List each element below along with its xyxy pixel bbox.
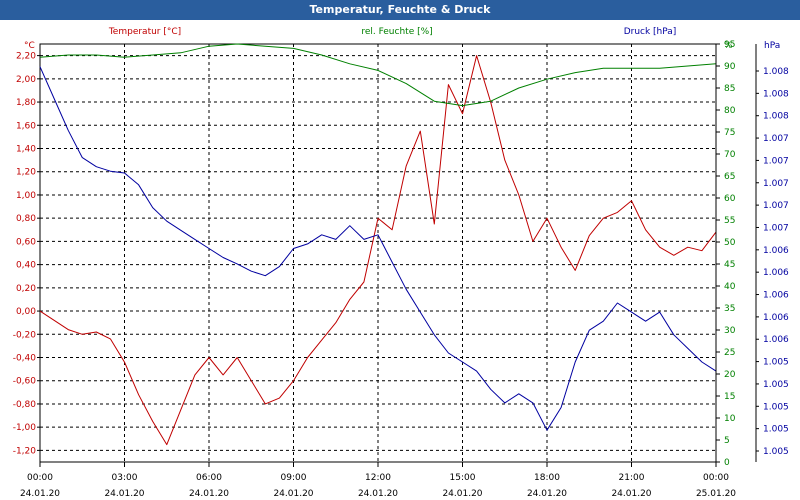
pressure-tick-label: 1.008 <box>763 67 789 77</box>
temperature-tick-label: 1,40 <box>16 145 36 155</box>
humidity-tick-label: 55 <box>724 216 735 226</box>
pressure-tick-label: 1.008 <box>763 89 789 99</box>
x-tick-label-date: 24.01.20 <box>527 489 567 499</box>
x-tick-label-date: 24.01.20 <box>20 489 60 499</box>
pressure-tick-label: 1.007 <box>763 156 789 166</box>
x-tick-label-time: 15:00 <box>450 473 476 483</box>
pressure-tick-label: 1.007 <box>763 223 789 233</box>
pressure-tick-label: 1.006 <box>763 335 789 345</box>
pressure-tick-label: 1.006 <box>763 268 789 278</box>
x-tick-label-time: 21:00 <box>619 473 645 483</box>
x-tick-label-date: 24.01.20 <box>189 489 229 499</box>
pressure-tick-label: 1.006 <box>763 291 789 301</box>
temperature-tick-label: 0,00 <box>16 307 36 317</box>
temperature-tick-label: 1,80 <box>16 98 36 108</box>
humidity-tick-label: 75 <box>724 128 735 138</box>
x-tick-label-date: 24.01.20 <box>358 489 398 499</box>
x-tick-label-date: 24.01.20 <box>611 489 651 499</box>
x-tick-label-time: 06:00 <box>196 473 222 483</box>
temperature-axis-title: Temperatur [°C] <box>108 27 181 37</box>
x-tick-label-time: 03:00 <box>112 473 138 483</box>
humidity-tick-label: 95 <box>724 40 735 50</box>
chart-title: Temperatur, Feuchte & Druck <box>0 0 800 20</box>
temperature-tick-label: 1,00 <box>16 191 36 201</box>
pressure-tick-label: 1.005 <box>763 358 789 368</box>
temperature-tick-label: -0,60 <box>13 377 37 387</box>
pressure-tick-label: 1.005 <box>763 447 789 457</box>
humidity-tick-label: 80 <box>724 106 736 116</box>
temperature-tick-label: 1,60 <box>16 121 36 131</box>
x-tick-label-date: 24.01.20 <box>442 489 482 499</box>
humidity-tick-label: 10 <box>724 414 736 424</box>
axes-layer: 00:00 24.01.20 03:00 24.01.20 06:00 24.01.20 0… <box>13 27 789 499</box>
temperature-tick-label: -0,40 <box>13 354 37 364</box>
pressure-tick-label: 1.007 <box>763 134 789 144</box>
x-tick-label-time: 00:00 <box>27 473 53 483</box>
humidity-tick-label: 5 <box>724 436 730 446</box>
series-temperature-line <box>39 55 717 446</box>
grid <box>40 44 716 462</box>
humidity-tick-label: 60 <box>724 194 736 204</box>
humidity-tick-label: 0 <box>724 458 730 468</box>
pressure-tick-label: 1.005 <box>763 380 789 390</box>
temperature-tick-label: -0,80 <box>13 400 37 410</box>
pressure-tick-label: 1.006 <box>763 313 789 323</box>
pressure-tick-label: 1.008 <box>763 112 789 122</box>
temperature-tick-label: -1,00 <box>13 423 37 433</box>
humidity-unit-label: % <box>724 41 733 51</box>
pressure-tick-label: 1.005 <box>763 425 789 435</box>
pressure-tick-label: 1.005 <box>763 402 789 412</box>
pressure-tick-label: 1.006 <box>763 246 789 256</box>
humidity-tick-label: 65 <box>724 172 735 182</box>
temperature-tick-label: 2,20 <box>16 52 36 62</box>
humidity-axis-title: rel. Feuchte [%] <box>361 27 432 37</box>
humidity-tick-label: 50 <box>724 238 736 248</box>
x-tick-label-date: 25.01.20 <box>696 489 736 499</box>
x-tick-label-time: 12:00 <box>365 473 391 483</box>
series-humidity-line <box>39 43 717 107</box>
temperature-tick-label: 0,40 <box>16 261 36 271</box>
humidity-tick-label: 35 <box>724 304 735 314</box>
pressure-unit-label: hPa <box>764 41 780 51</box>
humidity-tick-label: 25 <box>724 348 735 358</box>
x-tick-label-time: 18:00 <box>534 473 560 483</box>
humidity-tick-label: 70 <box>724 150 736 160</box>
series-pressure-line <box>39 66 717 431</box>
x-tick-label-date: 24.01.20 <box>104 489 144 499</box>
series-layer <box>39 43 717 446</box>
humidity-tick-label: 90 <box>724 62 736 72</box>
temperature-tick-label: 0,20 <box>16 284 36 294</box>
temperature-tick-label: 2,00 <box>16 75 36 85</box>
pressure-tick-label: 1.007 <box>763 201 789 211</box>
x-tick-label-time: 09:00 <box>281 473 307 483</box>
temperature-unit-label: °C <box>24 41 35 51</box>
pressure-tick-label: 1.007 <box>763 179 789 189</box>
x-tick-label-date: 24.01.20 <box>273 489 313 499</box>
humidity-tick-label: 30 <box>724 326 736 336</box>
humidity-tick-label: 40 <box>724 282 736 292</box>
humidity-tick-label: 45 <box>724 260 735 270</box>
pressure-axis-title: Druck [hPa] <box>624 27 677 37</box>
humidity-tick-label: 20 <box>724 370 736 380</box>
temperature-tick-label: 0,80 <box>16 214 36 224</box>
humidity-tick-label: 85 <box>724 84 735 94</box>
humidity-tick-label: 15 <box>724 392 735 402</box>
chart-area: 00:00 24.01.20 03:00 24.01.20 06:00 24.01.20 0… <box>13 27 789 499</box>
x-tick-label-time: 00:00 <box>703 473 729 483</box>
temperature-tick-label: 1,20 <box>16 168 36 178</box>
temperature-tick-label: -0,20 <box>13 330 37 340</box>
temperature-tick-label: -1,20 <box>13 446 37 456</box>
temperature-tick-label: 0,60 <box>16 237 36 247</box>
